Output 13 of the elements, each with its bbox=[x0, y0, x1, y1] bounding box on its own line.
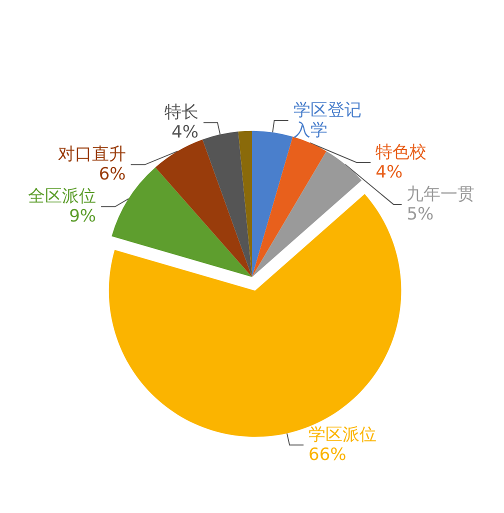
data-label: 66% bbox=[308, 445, 346, 466]
data-label: 4% bbox=[376, 162, 403, 182]
slice-label: 特长 bbox=[164, 102, 198, 123]
data-label: 9% bbox=[69, 206, 96, 227]
data-label: 5% bbox=[406, 204, 434, 224]
slice-label: 九年一贯 bbox=[406, 184, 475, 204]
slice-label: 学区派位 bbox=[308, 425, 377, 446]
data-label: 6% bbox=[98, 164, 126, 185]
slice-label: 全区派位 bbox=[28, 186, 96, 207]
data-label: 4% bbox=[172, 122, 198, 143]
slice-label: 对口直升 bbox=[58, 144, 126, 165]
slice-label: 学区登记入学 bbox=[293, 100, 362, 140]
slice-label: 特色校 bbox=[376, 142, 427, 162]
